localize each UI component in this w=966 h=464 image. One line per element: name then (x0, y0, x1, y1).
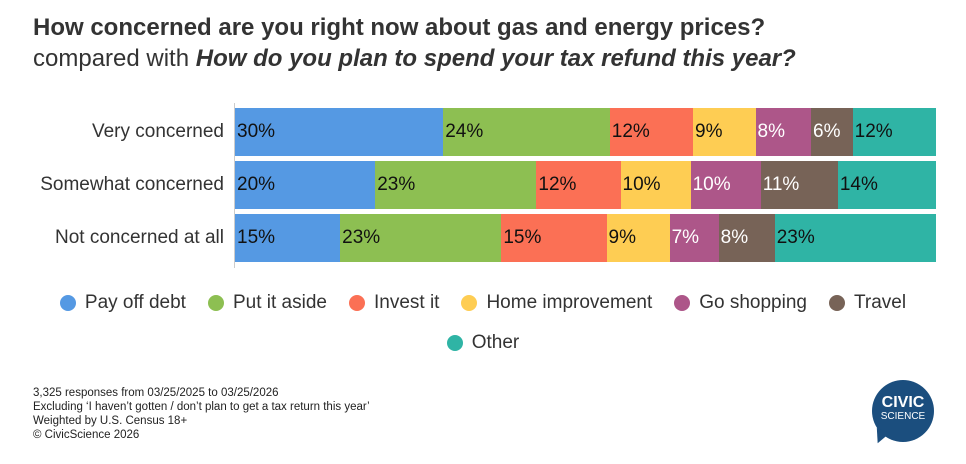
data-label: 8% (720, 227, 749, 248)
category-label: Very concerned (91, 121, 224, 142)
data-label: 12% (611, 121, 650, 142)
legend-dot-icon (828, 295, 845, 311)
footnote-exclusion: Excluding ‘I haven’t gotten / don’t plan… (33, 401, 370, 413)
legend-row-2: Other (0, 332, 966, 354)
legend-dot-icon (59, 295, 76, 311)
legend-item: Invest it (348, 292, 440, 314)
legend-dot-icon (461, 295, 478, 311)
chart-title: How concerned are you right now about ga… (33, 14, 766, 41)
footnote-weighting: Weighted by U.S. Census 18+ (33, 415, 188, 427)
bar-segment: 12% (852, 108, 936, 156)
footnote-responses: 3,325 responses from 03/25/2025 to 03/25… (33, 387, 279, 399)
bar-segment: 20% (235, 161, 376, 209)
bar-segment: 10% (690, 161, 761, 209)
footnote-copyright: © CivicScience 2026 (33, 429, 140, 441)
bar-segment: 23% (774, 214, 936, 262)
legend-label: Go shopping (699, 292, 807, 313)
data-label: 15% (237, 227, 276, 248)
legend-label: Travel (853, 292, 907, 313)
legend-item: Put it aside (207, 292, 327, 314)
legend-label: Put it aside (232, 292, 327, 313)
bar-segment: 8% (718, 214, 775, 262)
data-label: 12% (854, 121, 893, 142)
data-label: 8% (757, 121, 785, 142)
data-label: 23% (342, 227, 381, 248)
data-label: 10% (622, 174, 661, 195)
legend-label: Pay off debt (84, 292, 186, 313)
legend: Pay off debt Put it aside Invest it Home im… (0, 292, 966, 314)
subtitle-prefix: compared with (33, 45, 196, 72)
category-axis-line (234, 103, 235, 268)
footnotes: 3,325 responses from 03/25/2025 to 03/25… (33, 386, 370, 442)
data-label: 20% (237, 174, 276, 195)
data-label: 15% (503, 227, 542, 248)
data-label: 14% (839, 174, 878, 195)
legend-label: Home improvement (486, 292, 653, 313)
data-label: 12% (538, 174, 577, 195)
category-label: Somewhat concerned (40, 174, 224, 195)
bar-segment: 23% (375, 161, 537, 209)
stacked-bar: 30% 24% 12% 9% 8% 6% 12% (235, 108, 936, 156)
bar-segment: 6% (811, 108, 853, 156)
legend-item: Other (446, 332, 520, 354)
bar-segment: 14% (837, 161, 936, 209)
legend-label: Other (471, 332, 520, 353)
data-label: 30% (237, 121, 276, 142)
bar-segment: 30% (235, 108, 444, 156)
bar-segment: 9% (606, 214, 670, 262)
data-label: 24% (445, 121, 484, 142)
bar-segment: 15% (501, 214, 607, 262)
subtitle-question: How do you plan to spend your tax refund… (195, 45, 796, 72)
bar-segment: 15% (235, 214, 341, 262)
legend-item: Pay off debt (59, 292, 186, 314)
stacked-bar: 15% 23% 15% 9% 7% 8% 23% (235, 214, 936, 262)
data-label: 10% (692, 174, 731, 195)
data-label: 23% (776, 227, 815, 248)
bar-segment: 23% (340, 214, 502, 262)
data-label: 23% (377, 174, 416, 195)
data-label: 9% (608, 227, 636, 248)
bar-segment: 24% (443, 108, 610, 156)
legend-item: Travel (828, 292, 907, 314)
bar-segment: 7% (669, 214, 719, 262)
legend-dot-icon (207, 295, 224, 311)
stacked-bar: 20% 23% 12% 10% 10% 11% 14% (235, 161, 936, 209)
category-label: Not concerned at all (55, 227, 224, 248)
bar-segment: 10% (620, 161, 691, 209)
bar-segment: 9% (693, 108, 756, 156)
bar-segment: 12% (609, 108, 694, 156)
legend-item: Go shopping (674, 292, 807, 314)
logo-line-2: SCIENCE (880, 411, 926, 422)
data-label: 9% (695, 121, 723, 142)
legend-dot-icon (348, 295, 365, 311)
logo-speech-tail (872, 428, 890, 446)
data-label: 7% (671, 227, 700, 248)
bar-segment: 11% (760, 161, 838, 209)
legend-label: Invest it (373, 292, 440, 313)
legend-item: Home improvement (461, 292, 652, 314)
chart-subtitle: compared with How do you plan to spend y… (33, 45, 796, 73)
bar-segment: 12% (536, 161, 621, 209)
legend-dot-icon (446, 335, 463, 351)
data-label: 6% (813, 121, 841, 142)
data-label: 11% (762, 174, 800, 195)
legend-dot-icon (674, 295, 691, 311)
logo-line-1: CIVIC (881, 394, 925, 411)
bar-segment: 8% (755, 108, 812, 156)
civicscience-logo: CIVIC SCIENCE (872, 380, 934, 446)
